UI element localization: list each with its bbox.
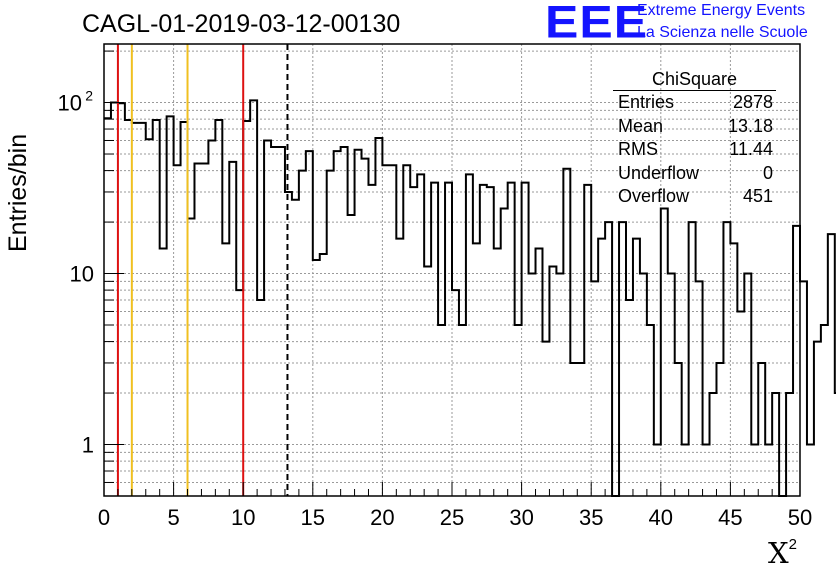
stats-label: Underflow <box>618 162 700 183</box>
stats-label: Mean <box>618 115 664 136</box>
stats-value: 0 <box>762 162 773 183</box>
stats-box: ChiSquare Entries 2878 Mean 13.18 RMS 11… <box>613 68 776 209</box>
x-axis-label-exponent: 2 <box>788 536 797 553</box>
marker-lines-layer <box>116 44 289 496</box>
stats-row-overflow: Overflow 451 <box>613 185 776 209</box>
stats-value: 2878 <box>732 92 773 112</box>
x-tick-label: 30 <box>509 505 533 530</box>
stats-value: 451 <box>742 186 773 206</box>
y-tick-label-exponent: 2 <box>85 88 93 104</box>
chart-title: CAGL-01-2019-03-12-00130 <box>82 10 401 38</box>
y-tick-label: 1 <box>82 433 94 458</box>
stats-title: ChiSquare <box>613 68 776 91</box>
x-axis-label: X2 <box>768 536 797 570</box>
stats-row-underflow: Underflow 0 <box>613 162 776 186</box>
stats-row-mean: Mean 13.18 <box>613 115 776 139</box>
x-tick-label: 0 <box>98 505 110 530</box>
y-tick-label: 10 <box>58 91 82 116</box>
x-tick-label: 40 <box>649 505 673 530</box>
y-axis-label: Entries/bin <box>4 133 32 252</box>
x-tick-label: 5 <box>167 505 179 530</box>
eee-logo: EEE <box>545 0 649 48</box>
stats-value: 11.44 <box>729 139 773 159</box>
org-name-line2: La Scienza nelle Scuole <box>637 24 808 41</box>
x-tick-label: 50 <box>788 505 812 530</box>
x-tick-label: 35 <box>579 505 603 530</box>
stats-label: Overflow <box>618 186 690 206</box>
stats-row-entries: Entries 2878 <box>613 91 776 115</box>
y-tick-label: 10 <box>70 262 94 287</box>
stats-label: Entries <box>618 92 675 112</box>
x-tick-label: 10 <box>231 505 255 530</box>
org-name-line1: Extreme Energy Events <box>637 2 806 19</box>
x-tick-label: 25 <box>440 505 464 530</box>
x-axis-label-symbol: X <box>768 536 789 570</box>
ticks-layer <box>103 50 801 497</box>
stats-label: RMS <box>618 139 658 159</box>
stats-row-rms: RMS 11.44 <box>613 138 776 162</box>
x-tick-label: 45 <box>718 505 742 530</box>
x-tick-label: 20 <box>370 505 394 530</box>
stats-value: 13.18 <box>727 115 773 136</box>
x-tick-label: 15 <box>301 505 325 530</box>
